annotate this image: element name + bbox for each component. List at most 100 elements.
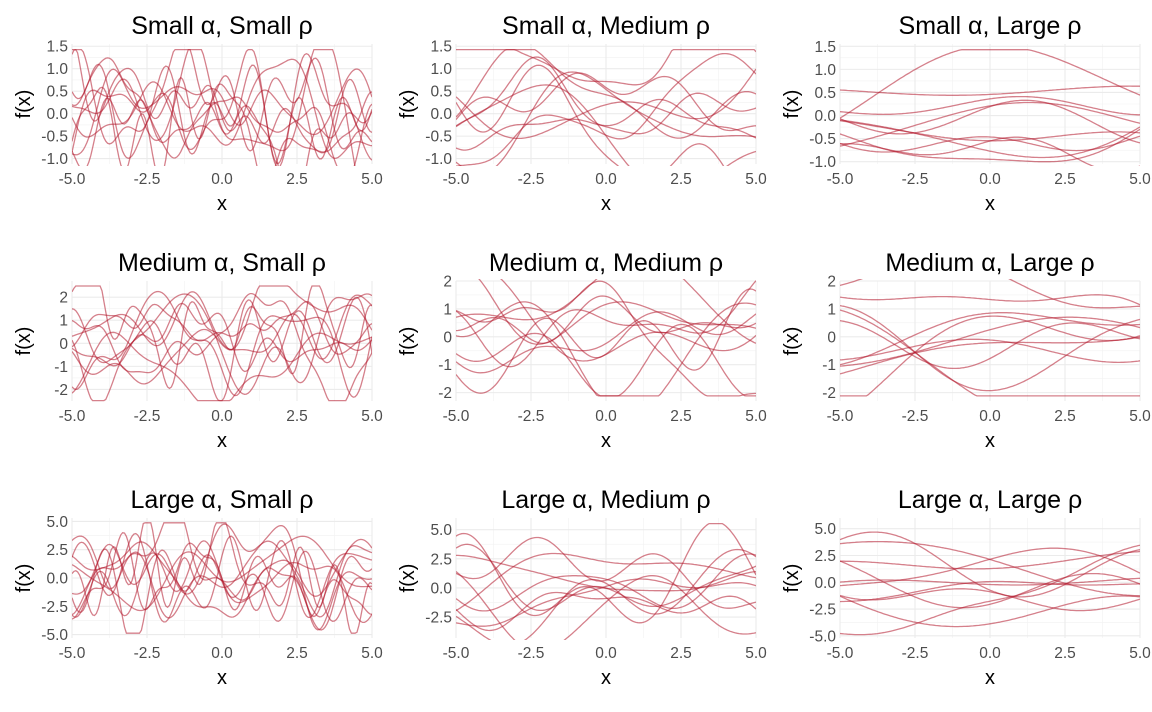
y-tick-label: -1.0 xyxy=(809,154,836,171)
y-tick-label: 2.5 xyxy=(430,551,452,568)
x-tick-label: -5.0 xyxy=(59,408,86,425)
y-tick-label: -2.5 xyxy=(809,602,836,619)
y-axis-label: f(x) xyxy=(781,90,803,119)
gp-sample-line xyxy=(456,71,756,166)
gp-sample-line xyxy=(456,522,756,624)
series-group xyxy=(72,285,372,402)
y-tick-label: -0.5 xyxy=(41,129,68,146)
x-tick-label: 0.0 xyxy=(979,171,1001,188)
y-tick-label: -0.5 xyxy=(425,129,452,146)
series-group xyxy=(72,522,372,634)
gp-sample-line xyxy=(456,56,756,135)
x-tick-label: 2.5 xyxy=(670,171,692,188)
x-tick-label: 0.0 xyxy=(211,171,233,188)
y-axis-label: f(x) xyxy=(13,90,35,119)
x-tick-label: 5.0 xyxy=(745,645,767,662)
x-tick-label: -5.0 xyxy=(59,645,86,662)
gp-sample-line xyxy=(840,279,1140,309)
gp-sample-line xyxy=(840,309,1140,397)
x-tick-label: -5.0 xyxy=(59,171,86,188)
x-tick-label: 2.5 xyxy=(670,645,692,662)
gp-sample-line xyxy=(456,552,756,612)
x-tick-label: 2.5 xyxy=(1054,645,1076,662)
y-tick-label: 0.5 xyxy=(814,85,836,102)
gp-sample-line xyxy=(840,540,1140,597)
gp-sample-line xyxy=(72,48,372,154)
chart-title: Large α, Large ρ xyxy=(898,486,1082,514)
y-tick-label: 1 xyxy=(443,301,452,318)
gp-sample-line xyxy=(840,560,1140,609)
y-tick-label: 1 xyxy=(827,301,836,318)
gp-sample-line xyxy=(72,290,372,398)
gp-sample-line xyxy=(840,316,1140,367)
x-tick-label: 0.0 xyxy=(979,645,1001,662)
y-tick-label: -5.0 xyxy=(809,628,836,645)
y-tick-label: 1.5 xyxy=(430,39,452,56)
gp-sample-line xyxy=(72,524,372,631)
x-tick-label: -5.0 xyxy=(443,171,470,188)
chart-title: Small α, Large ρ xyxy=(899,12,1082,40)
y-tick-label: 1.5 xyxy=(814,39,836,56)
y-tick-label: 1 xyxy=(59,313,68,330)
panel-large-alpha-medium-rho: Large α, Medium ρ -5.0 -2.5 0.0 2.5 5.0 -2.5 0.… xyxy=(397,486,767,689)
gp-sample-line xyxy=(456,98,756,151)
y-tick-label: 2.5 xyxy=(814,548,836,565)
y-tick-label: -1 xyxy=(822,357,836,374)
x-tick-label: 5.0 xyxy=(361,408,383,425)
panel-small-alpha-large-rho: Small α, Large ρ -5.0 -2.5 0.0 2.5 5.0 -1.0 -0.… xyxy=(781,12,1151,215)
y-tick-label: 0 xyxy=(59,336,68,353)
x-tick-label: -2.5 xyxy=(518,645,545,662)
x-tick-label: 2.5 xyxy=(286,171,308,188)
y-tick-label: 2 xyxy=(827,274,836,291)
gp-sample-line xyxy=(456,536,756,609)
gp-sample-line xyxy=(840,119,1140,159)
y-tick-label: 1.0 xyxy=(46,61,68,78)
gp-sample-line xyxy=(72,285,372,390)
gp-sample-line xyxy=(456,571,756,640)
panel-medium-alpha-small-rho: Medium α, Small ρ -5.0 -2.5 0.0 2.5 5.0 -2 -1 0 1… xyxy=(13,249,383,452)
y-tick-label: -1.0 xyxy=(425,151,452,168)
gp-sample-line xyxy=(840,304,1140,392)
gp-sample-line xyxy=(456,295,756,344)
gp-sample-line xyxy=(72,48,372,165)
x-axis-label: x xyxy=(985,430,995,452)
x-tick-label: -2.5 xyxy=(902,171,929,188)
x-tick-label: 5.0 xyxy=(745,408,767,425)
x-tick-label: 5.0 xyxy=(361,171,383,188)
y-tick-label: 5.0 xyxy=(46,514,68,531)
y-axis-label: f(x) xyxy=(13,327,35,356)
y-tick-label: 0.0 xyxy=(430,580,452,597)
gp-sample-line xyxy=(840,95,1140,116)
x-axis-label: x xyxy=(601,667,611,689)
x-tick-label: 0.0 xyxy=(595,645,617,662)
gp-sample-line xyxy=(840,312,1140,366)
y-axis-label: f(x) xyxy=(781,564,803,593)
series-group xyxy=(456,522,756,640)
y-tick-label: 2 xyxy=(59,290,68,307)
gp-sample-line xyxy=(72,293,372,402)
panel-large-alpha-small-rho: Large α, Small ρ -5.0 -2.5 0.0 2.5 5.0 -5.0 -2.… xyxy=(13,486,383,689)
gp-sample-line xyxy=(72,292,372,402)
gp-sample-line xyxy=(456,64,725,166)
x-axis-label: x xyxy=(985,667,995,689)
x-tick-label: 0.0 xyxy=(595,408,617,425)
x-tick-label: 0.0 xyxy=(979,408,1001,425)
gp-sample-line xyxy=(456,52,756,166)
y-tick-label: 5.0 xyxy=(814,521,836,538)
chart-title: Small α, Small ρ xyxy=(131,12,312,40)
x-tick-label: 0.0 xyxy=(211,408,233,425)
gp-sample-line xyxy=(840,580,1140,603)
panel-large-alpha-large-rho: Large α, Large ρ -5.0 -2.5 0.0 2.5 5.0 -5.0 -2.… xyxy=(781,486,1151,689)
gp-sample-line xyxy=(456,301,756,397)
gp-sample-line xyxy=(456,288,756,394)
y-tick-label: 1.0 xyxy=(430,61,452,78)
gp-sample-line xyxy=(72,48,372,159)
y-axis-label: f(x) xyxy=(781,327,803,356)
gp-sample-line xyxy=(456,48,756,139)
x-tick-label: -5.0 xyxy=(443,408,470,425)
gp-sample-line xyxy=(840,531,1140,598)
gp-sample-line xyxy=(72,296,372,402)
gp-sample-line xyxy=(840,49,1140,119)
y-tick-label: -0.5 xyxy=(809,131,836,148)
